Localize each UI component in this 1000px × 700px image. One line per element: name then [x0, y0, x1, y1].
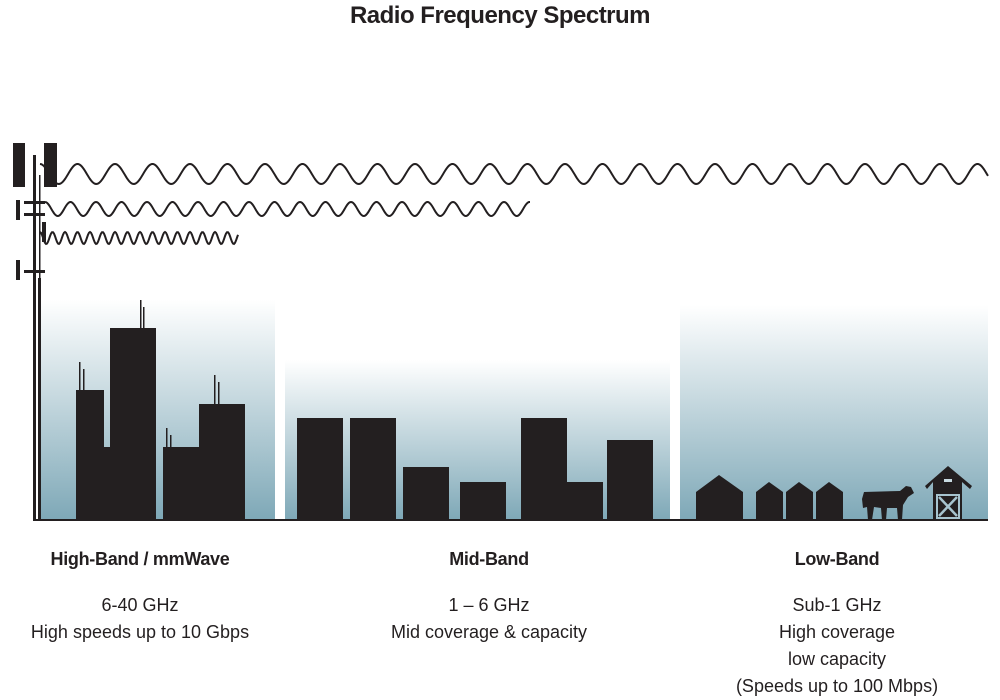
band-frequency: 1 – 6 GHz: [448, 595, 530, 615]
band-name: High-Band / mmWave: [50, 549, 230, 569]
ground-line: [33, 519, 988, 521]
band-description: low capacity: [787, 649, 887, 669]
mid-band-wave: [44, 200, 530, 218]
band-description: High speeds up to 10 Gbps: [30, 622, 250, 642]
rural-scene-icon: [696, 466, 972, 520]
low-band-label: Low-Band Sub-1 GHz High coverage low cap…: [677, 549, 997, 700]
house-icon: [756, 482, 783, 520]
house-icon: [696, 475, 743, 520]
band-description: Mid coverage & capacity: [390, 622, 588, 642]
cow-icon: [862, 486, 914, 520]
high-band-wave: [39, 230, 239, 246]
suburb-buildings-icon: [297, 418, 653, 520]
band-name: Mid-Band: [449, 549, 529, 569]
band-frequency: 6-40 GHz: [101, 595, 179, 615]
band-description: (Speeds up to 100 Mbps): [735, 676, 939, 696]
mid-band-label: Mid-Band 1 – 6 GHz Mid coverage & capaci…: [329, 549, 649, 646]
cell-tower-icon: [13, 143, 57, 520]
city-skyline-icon: [76, 300, 245, 520]
house-icon: [786, 482, 813, 520]
high-band-label: High-Band / mmWave 6-40 GHz High speeds …: [0, 549, 300, 646]
band-frequency: Sub-1 GHz: [792, 595, 882, 615]
low-band-wave: [39, 162, 989, 185]
barn-icon: [925, 466, 972, 520]
band-name: Low-Band: [794, 549, 880, 569]
house-icon: [816, 482, 843, 520]
band-description: High coverage: [778, 622, 896, 642]
diagram-title: Radio Frequency Spectrum: [349, 2, 651, 29]
waves: [39, 162, 989, 246]
